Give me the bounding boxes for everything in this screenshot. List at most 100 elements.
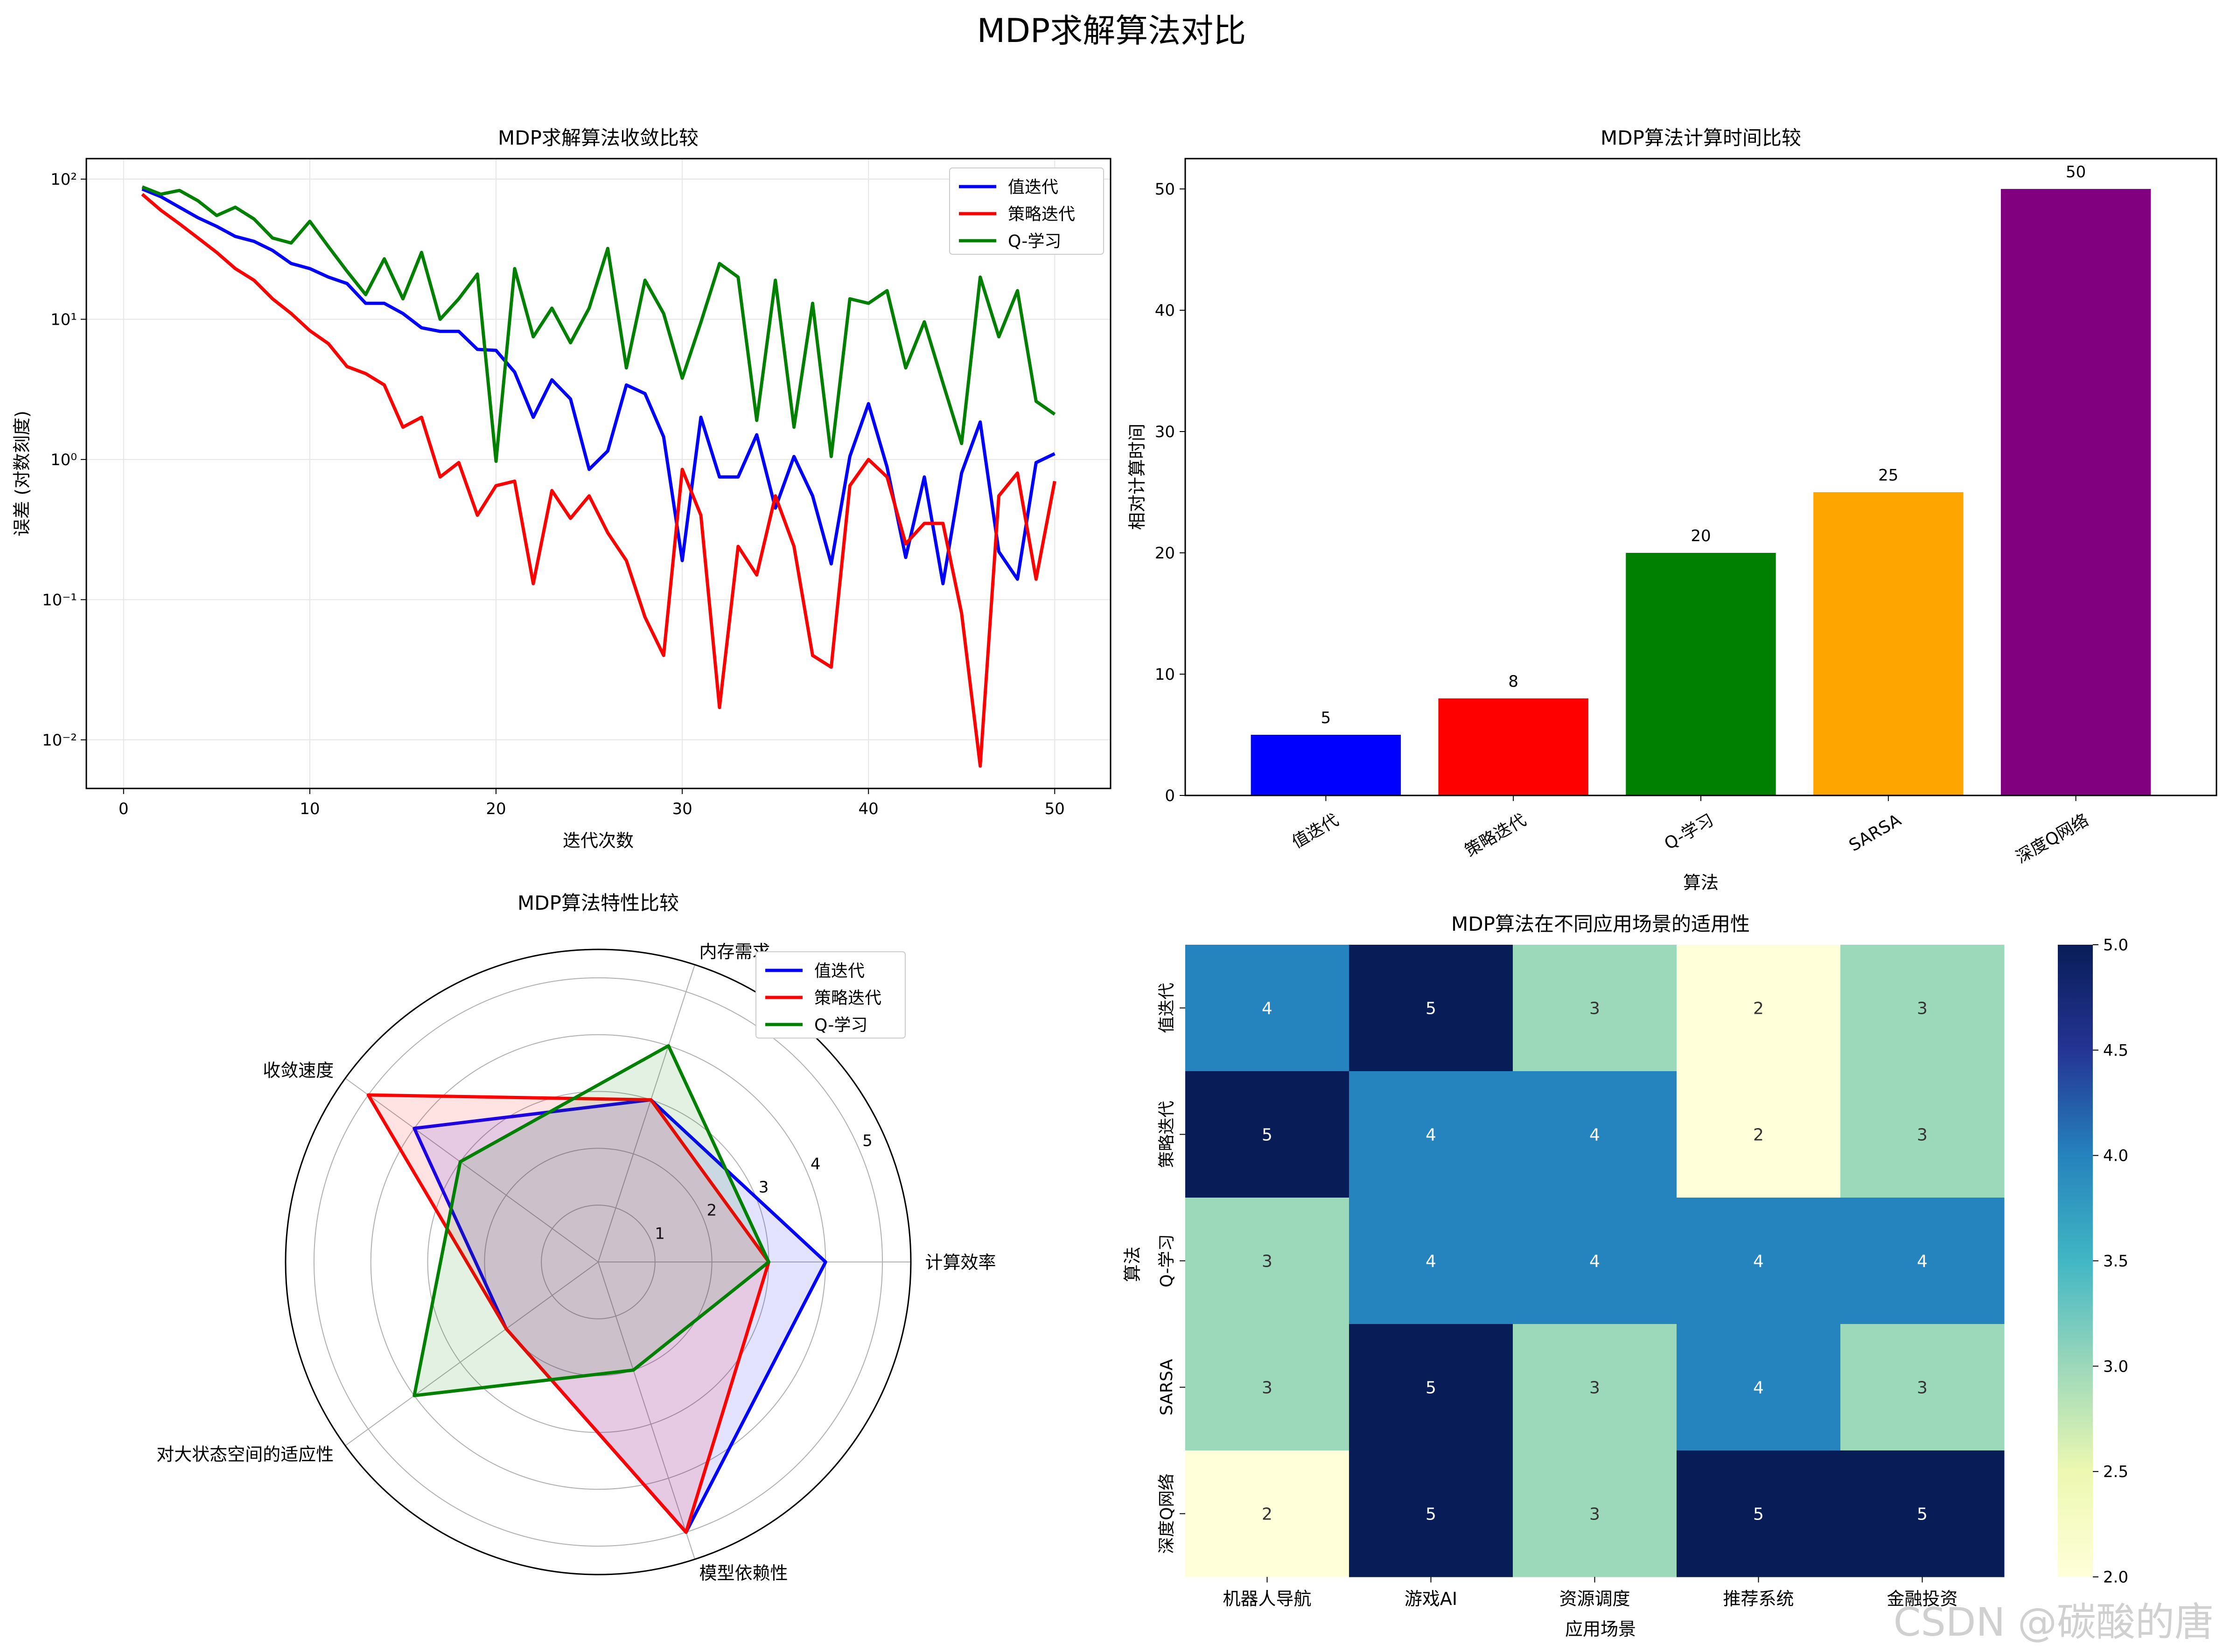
x-tick-label: 游戏AI — [1405, 1589, 1457, 1609]
radar-tick-label: 1 — [655, 1224, 665, 1243]
y-tick-label: 深度Q网络 — [1157, 1473, 1176, 1554]
heatmap-cell-value: 4 — [1589, 1252, 1600, 1271]
watermark: CSDN @碳酸的唐 — [1893, 1599, 2214, 1645]
bar-SARSA — [1813, 492, 1964, 795]
heatmap-title: MDP算法在不同应用场景的适用性 — [1451, 913, 1750, 935]
heatmap-cell — [1349, 1071, 1513, 1198]
bar-value-label: 5 — [1321, 709, 1331, 727]
bar-值迭代 — [1251, 735, 1401, 795]
heatmap-xlabel: 应用场景 — [1565, 1619, 1636, 1639]
radar-spoke — [598, 964, 695, 1262]
heatmap-cell-value: 2 — [1753, 999, 1764, 1018]
series-line-Q-学习 — [141, 185, 1056, 463]
radar-tick-label: 2 — [706, 1201, 717, 1220]
x-tick-label: 机器人导航 — [1223, 1589, 1311, 1609]
y-tick-label: 10 — [1155, 665, 1175, 684]
bar-value-label: 8 — [1508, 672, 1518, 691]
convergence-ylabel: 误差 (对数刻度) — [12, 411, 32, 537]
heatmap-cell — [1840, 1450, 2005, 1577]
heatmap-cell-value: 4 — [1753, 1252, 1764, 1271]
x-tick-label: 40 — [859, 800, 879, 818]
convergence-xlabel: 迭代次数 — [563, 830, 634, 851]
figure-suptitle: MDP求解算法对比 — [977, 12, 1246, 50]
x-tick-label: 深度Q网络 — [2013, 810, 2092, 867]
x-tick-label: SARSA — [1846, 810, 1905, 855]
heatmap-cell — [1513, 1071, 1677, 1198]
radar-tick-label: 3 — [759, 1178, 769, 1197]
x-tick-label: 值迭代 — [1289, 810, 1342, 852]
y-tick-label: SARSA — [1157, 1359, 1176, 1415]
heatmap-cell-value: 3 — [1589, 1379, 1600, 1398]
suitability-heatmap: MDP算法在不同应用场景的适用性 4 5 3 2 3 5 4 4 2 3 3 4 4 4 4 3 5 3 4 3 2 5 3… — [1122, 913, 2128, 1639]
heatmap-cell — [1840, 1071, 2005, 1198]
heatmap-cell — [1185, 945, 1349, 1072]
x-tick-label: 推荐系统 — [1723, 1589, 1794, 1609]
heatmap-cell — [1840, 1198, 2005, 1324]
radar-axis-label: 对大状态空间的适应性 — [156, 1444, 334, 1465]
radar-series-策略迭代 — [366, 1093, 770, 1534]
heatmap-cells: 4 5 3 2 3 5 4 4 2 3 3 4 4 4 4 3 5 3 4 3 2 5 3 5 5 — [1185, 945, 2005, 1577]
bar-策略迭代 — [1438, 698, 1588, 795]
x-tick-label: 50 — [1045, 800, 1065, 818]
heatmap-cell-value: 3 — [1917, 1379, 1928, 1398]
legend-label: 值迭代 — [814, 962, 865, 981]
radar-outer-ring — [285, 948, 912, 1575]
series-line-策略迭代 — [141, 193, 1056, 768]
x-tick-label: 金融投资 — [1887, 1589, 1957, 1609]
heatmap-cell-value: 2 — [1262, 1505, 1272, 1524]
heatmap-ylabel: 算法 — [1122, 1247, 1143, 1282]
x-tick-label: 0 — [119, 800, 129, 818]
legend-label: 策略迭代 — [1008, 205, 1075, 224]
bar-value-label: 20 — [1691, 527, 1711, 545]
heatmap-cell-value: 4 — [1426, 1126, 1436, 1145]
heatmap-cell-value: 4 — [1426, 1252, 1436, 1271]
heatmap-cell — [1185, 1198, 1349, 1324]
y-tick-label: 40 — [1155, 301, 1175, 320]
heatmap-cell-value: 3 — [1917, 999, 1928, 1018]
heatmap-cell — [1349, 1324, 1513, 1451]
heatmap-cell-value: 3 — [1262, 1379, 1272, 1398]
y-tick-label: 10² — [50, 170, 77, 189]
radar-tick-label: 4 — [811, 1155, 821, 1173]
radar-spoke — [598, 1262, 695, 1560]
colorbar-tick-label: 4.5 — [2103, 1041, 2128, 1060]
heatmap-cell — [1840, 945, 2005, 1072]
legend-label: Q-学习 — [814, 1016, 867, 1035]
heatmap-colorbar — [2058, 945, 2093, 1577]
heatmap-cell-value: 4 — [1589, 1126, 1600, 1145]
heatmap-cell — [1677, 1324, 1841, 1451]
x-tick-label: 20 — [486, 800, 506, 818]
legend-box — [949, 167, 1104, 255]
bar-Q-学习 — [1626, 553, 1776, 795]
heatmap-cell-value: 3 — [1917, 1126, 1928, 1145]
heatmap-cell-value: 5 — [1426, 1379, 1436, 1398]
heatmap-cell-value: 4 — [1262, 999, 1272, 1018]
colorbar-tick-label: 5.0 — [2103, 936, 2128, 955]
radar-axis-label: 模型依赖性 — [699, 1563, 788, 1583]
time-title: MDP算法计算时间比较 — [1601, 126, 1801, 149]
time-bars: 5 8 20 25 50 — [1251, 163, 2151, 795]
heatmap-cell-value: 5 — [1426, 1505, 1436, 1524]
heatmap-cell — [1840, 1324, 2005, 1451]
bar-深度Q网络 — [2000, 189, 2151, 795]
heatmap-cell-value: 4 — [1753, 1379, 1764, 1398]
x-tick-label: 30 — [672, 800, 692, 818]
convergence-chart: MDP求解算法收敛比较 0 10 20 30 40 50 10² 10¹ 10⁰ 10⁻¹ 10⁻²… — [12, 126, 1112, 851]
radar-tick-label: 5 — [862, 1132, 873, 1150]
legend-label: 策略迭代 — [814, 989, 881, 1008]
heatmap-cell-value: 5 — [1426, 999, 1436, 1018]
radar-spoke — [345, 1262, 599, 1446]
heatmap-cell-value: 3 — [1589, 1505, 1600, 1524]
y-tick-label: 10⁻² — [42, 731, 77, 750]
radar-spoke — [345, 1078, 599, 1262]
radar-series-值迭代 — [412, 1098, 827, 1534]
legend-label: 值迭代 — [1008, 178, 1058, 197]
bar-value-label: 50 — [2066, 163, 2086, 181]
convergence-ticks: 0 10 20 30 40 50 10² 10¹ 10⁰ 10⁻¹ 10⁻² — [42, 170, 1065, 818]
y-tick-label: 10⁻¹ — [42, 591, 77, 609]
heatmap-cell-value: 5 — [1753, 1505, 1764, 1524]
heatmap-cell — [1185, 1071, 1349, 1198]
